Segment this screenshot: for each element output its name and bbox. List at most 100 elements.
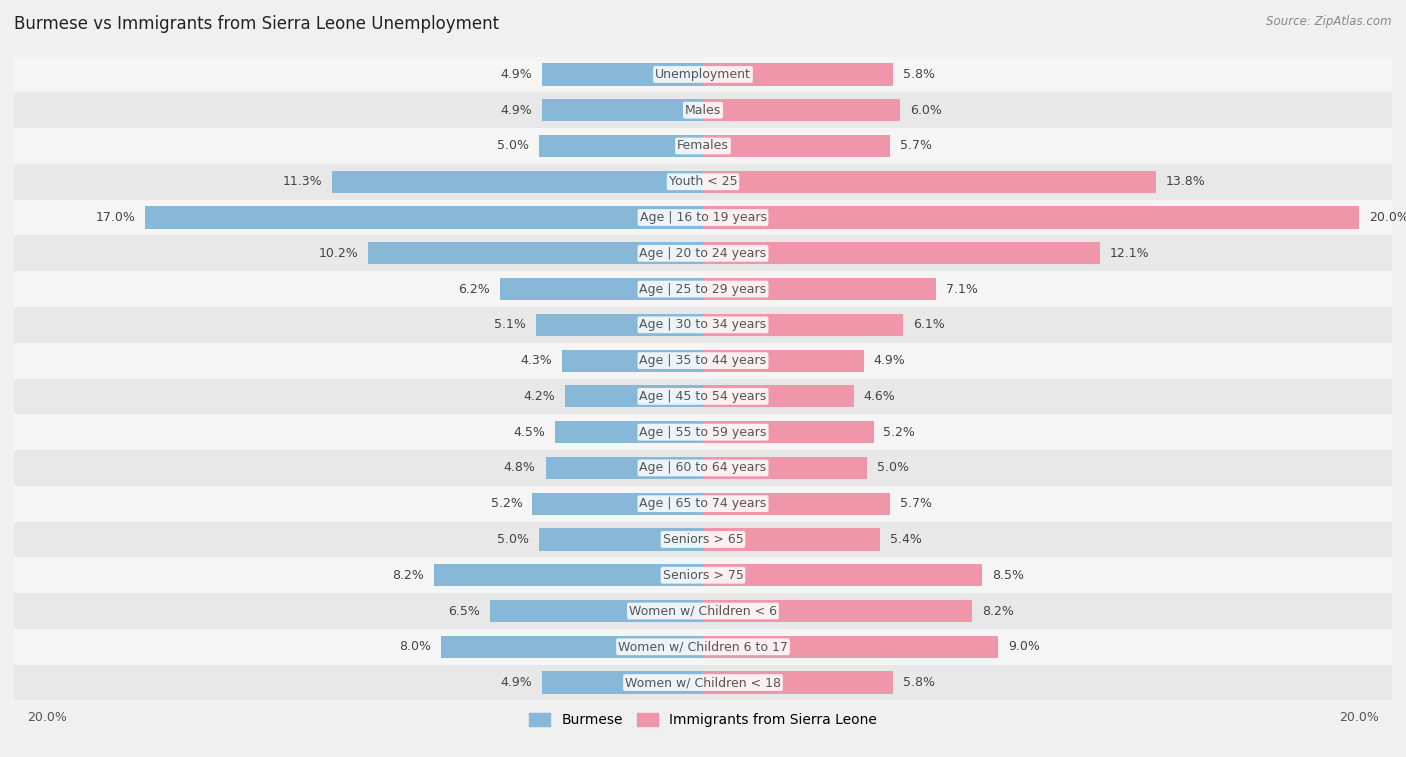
Bar <box>538 135 703 157</box>
Bar <box>703 600 972 622</box>
Text: 8.0%: 8.0% <box>399 640 430 653</box>
Text: Women w/ Children < 6: Women w/ Children < 6 <box>628 605 778 618</box>
Bar <box>0 307 1406 343</box>
Text: Age | 20 to 24 years: Age | 20 to 24 years <box>640 247 766 260</box>
Text: Source: ZipAtlas.com: Source: ZipAtlas.com <box>1267 15 1392 28</box>
Text: Age | 35 to 44 years: Age | 35 to 44 years <box>640 354 766 367</box>
Bar <box>0 522 1406 557</box>
Bar <box>543 99 703 121</box>
Bar <box>703 99 900 121</box>
Text: Age | 60 to 64 years: Age | 60 to 64 years <box>640 462 766 475</box>
Bar <box>0 200 1406 235</box>
Bar <box>703 170 1156 193</box>
Text: 20.0%: 20.0% <box>1369 211 1406 224</box>
Bar <box>332 170 703 193</box>
Bar <box>489 600 703 622</box>
Bar <box>543 671 703 693</box>
Bar <box>499 278 703 301</box>
Bar <box>0 486 1406 522</box>
Bar <box>703 278 936 301</box>
Text: 4.2%: 4.2% <box>523 390 555 403</box>
Text: 4.5%: 4.5% <box>513 425 546 438</box>
Bar <box>368 242 703 264</box>
Text: Age | 16 to 19 years: Age | 16 to 19 years <box>640 211 766 224</box>
Text: Age | 30 to 34 years: Age | 30 to 34 years <box>640 319 766 332</box>
Text: Seniors > 75: Seniors > 75 <box>662 569 744 581</box>
Text: 13.8%: 13.8% <box>1166 176 1205 188</box>
Text: 5.2%: 5.2% <box>883 425 915 438</box>
Text: 4.3%: 4.3% <box>520 354 553 367</box>
Text: Women w/ Children 6 to 17: Women w/ Children 6 to 17 <box>619 640 787 653</box>
Text: Age | 25 to 29 years: Age | 25 to 29 years <box>640 282 766 295</box>
Text: Burmese vs Immigrants from Sierra Leone Unemployment: Burmese vs Immigrants from Sierra Leone … <box>14 15 499 33</box>
Bar <box>0 414 1406 450</box>
Bar <box>0 378 1406 414</box>
Bar <box>0 235 1406 271</box>
Text: 6.2%: 6.2% <box>458 282 489 295</box>
Text: 11.3%: 11.3% <box>283 176 322 188</box>
Text: 12.1%: 12.1% <box>1109 247 1150 260</box>
Bar <box>533 493 703 515</box>
Text: Females: Females <box>678 139 728 152</box>
Text: Youth < 25: Youth < 25 <box>669 176 737 188</box>
Text: 4.9%: 4.9% <box>501 676 533 689</box>
Bar <box>703 528 880 550</box>
Bar <box>536 313 703 336</box>
Bar <box>0 665 1406 700</box>
Bar <box>0 57 1406 92</box>
Text: 5.2%: 5.2% <box>491 497 523 510</box>
Bar <box>703 564 981 587</box>
Bar <box>703 456 868 479</box>
Bar <box>0 92 1406 128</box>
Text: 7.1%: 7.1% <box>946 282 977 295</box>
Bar <box>0 343 1406 378</box>
Bar <box>543 64 703 86</box>
Bar <box>0 593 1406 629</box>
Text: 5.0%: 5.0% <box>498 533 529 546</box>
Bar <box>0 629 1406 665</box>
Text: 6.0%: 6.0% <box>910 104 942 117</box>
Bar <box>703 421 873 444</box>
Bar <box>703 207 1360 229</box>
Text: 8.5%: 8.5% <box>991 569 1024 581</box>
Bar <box>565 385 703 407</box>
Bar <box>434 564 703 587</box>
Legend: Burmese, Immigrants from Sierra Leone: Burmese, Immigrants from Sierra Leone <box>524 708 882 733</box>
Bar <box>546 456 703 479</box>
Bar <box>0 450 1406 486</box>
Text: 5.8%: 5.8% <box>903 676 935 689</box>
Bar <box>440 636 703 658</box>
Bar <box>145 207 703 229</box>
Bar <box>703 350 863 372</box>
Bar <box>0 164 1406 200</box>
Text: 4.9%: 4.9% <box>501 68 533 81</box>
Text: 4.8%: 4.8% <box>503 462 536 475</box>
Text: 5.4%: 5.4% <box>890 533 922 546</box>
Text: Age | 45 to 54 years: Age | 45 to 54 years <box>640 390 766 403</box>
Text: 8.2%: 8.2% <box>981 605 1014 618</box>
Bar <box>0 271 1406 307</box>
Text: 9.0%: 9.0% <box>1008 640 1040 653</box>
Bar <box>703 64 893 86</box>
Text: 5.0%: 5.0% <box>498 139 529 152</box>
Text: 5.0%: 5.0% <box>877 462 908 475</box>
Text: Age | 55 to 59 years: Age | 55 to 59 years <box>640 425 766 438</box>
Bar <box>562 350 703 372</box>
Text: 4.9%: 4.9% <box>873 354 905 367</box>
Bar <box>703 242 1099 264</box>
Text: 5.1%: 5.1% <box>494 319 526 332</box>
Bar <box>703 135 890 157</box>
Bar <box>538 528 703 550</box>
Text: Age | 65 to 74 years: Age | 65 to 74 years <box>640 497 766 510</box>
Text: 5.7%: 5.7% <box>900 497 932 510</box>
Text: 17.0%: 17.0% <box>96 211 135 224</box>
Bar <box>555 421 703 444</box>
Bar <box>703 385 853 407</box>
Text: 6.1%: 6.1% <box>912 319 945 332</box>
Text: 6.5%: 6.5% <box>449 605 479 618</box>
Text: Women w/ Children < 18: Women w/ Children < 18 <box>626 676 780 689</box>
Text: 4.9%: 4.9% <box>501 104 533 117</box>
Text: 10.2%: 10.2% <box>319 247 359 260</box>
Bar <box>0 557 1406 593</box>
Bar <box>703 636 998 658</box>
